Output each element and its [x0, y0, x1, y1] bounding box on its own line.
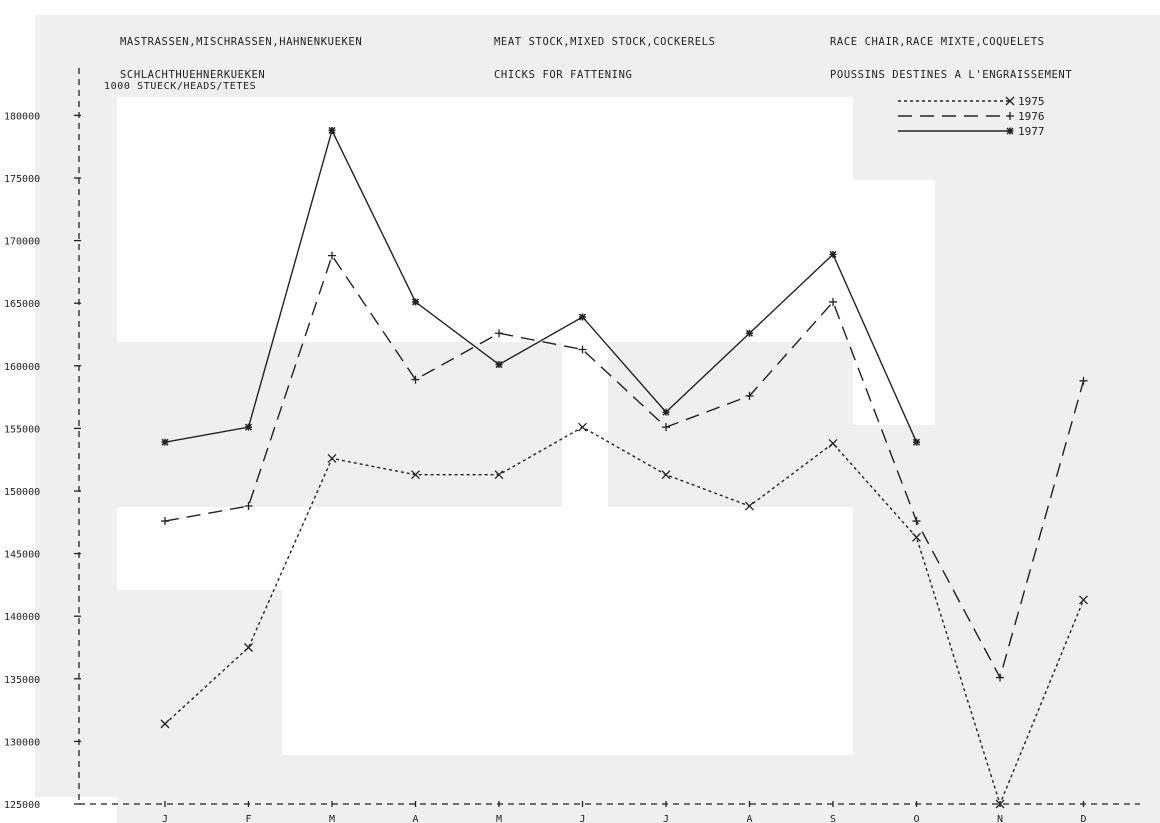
legend-marker-1977 — [1006, 127, 1014, 135]
x-tick-label: S — [830, 814, 836, 823]
data-point-1976 — [161, 517, 169, 526]
data-point-1976 — [244, 502, 253, 511]
data-point-1976 — [495, 329, 503, 338]
data-point-1975 — [327, 453, 337, 463]
data-point-1976 — [829, 297, 837, 306]
legend-label-1976: 1976 — [1018, 110, 1045, 123]
x-tick-label: A — [746, 814, 752, 823]
y-tick-label: 140000 — [4, 612, 40, 623]
background-block — [35, 97, 117, 797]
x-tick-label: J — [579, 814, 585, 823]
y-tick-label: 170000 — [4, 237, 40, 248]
header-french: RACE CHAIR,RACE MIXTE,COQUELETS POUSSINS… — [830, 15, 1072, 103]
y-tick-label: 155000 — [4, 424, 40, 435]
y-tick-label: 135000 — [4, 675, 40, 686]
data-point-1975 — [160, 719, 170, 729]
data-point-1976 — [411, 375, 420, 384]
background-block — [853, 425, 1160, 755]
y-tick-label: 165000 — [4, 299, 40, 310]
y-tick-label: 160000 — [4, 362, 40, 373]
data-point-1977 — [328, 126, 336, 134]
x-tick-label: A — [412, 814, 418, 823]
data-point-1976 — [662, 423, 670, 432]
header-english: MEAT STOCK,MIXED STOCK,COCKERELS CHICKS … — [494, 15, 716, 103]
data-point-1975 — [244, 643, 253, 652]
data-point-1975 — [912, 532, 921, 542]
y-tick-label: 175000 — [4, 174, 40, 185]
data-point-1975 — [494, 470, 504, 480]
x-tick-label: M — [329, 814, 335, 823]
data-point-1976 — [996, 673, 1004, 682]
data-point-1977 — [662, 408, 670, 416]
data-point-1976 — [1079, 376, 1088, 385]
x-tick-label: D — [1080, 814, 1086, 823]
x-tick-label: F — [245, 814, 251, 823]
x-tick-label: M — [496, 814, 502, 823]
data-point-1977 — [495, 361, 503, 369]
y-axis-unit-label: 1000 STUECK/HEADS/TETES — [104, 81, 257, 92]
header-french-line2: POUSSINS DESTINES A L'ENGRAISSEMENT — [830, 69, 1073, 81]
data-point-1977 — [244, 423, 253, 431]
legend-label-1977: 1977 — [1018, 125, 1045, 138]
header-german: MASTRASSEN,MISCHRASSEN,HAHNENKUEKEN SCHL… — [120, 15, 362, 103]
data-point-1975 — [1079, 595, 1088, 605]
x-tick-label: N — [997, 814, 1003, 823]
background-block — [853, 97, 1160, 180]
background-block — [117, 342, 562, 507]
data-point-1977 — [829, 250, 837, 258]
data-point-1976 — [745, 391, 754, 400]
data-point-1977 — [161, 438, 169, 446]
data-point-1976 — [328, 251, 336, 260]
data-point-1977 — [411, 298, 420, 306]
header-english-line2: CHICKS FOR FATTENING — [494, 69, 633, 81]
data-point-1977 — [745, 329, 754, 337]
y-tick-label: 150000 — [4, 487, 40, 498]
data-point-1977 — [912, 438, 921, 446]
background-block — [608, 342, 853, 507]
data-point-1976 — [578, 345, 587, 354]
legend-marker-1976 — [1006, 112, 1014, 120]
header-german-line1: MASTRASSEN,MISCHRASSEN,HAHNENKUEKEN — [120, 36, 363, 48]
series-line-1976 — [164, 254, 1085, 680]
data-point-1975 — [578, 422, 587, 432]
data-point-1975 — [745, 501, 754, 511]
header-french-line1: RACE CHAIR,RACE MIXTE,COQUELETS — [830, 36, 1045, 48]
y-tick-label: 145000 — [4, 550, 40, 561]
data-point-1975 — [411, 470, 420, 480]
x-tick-label: J — [663, 814, 669, 823]
y-tick-label: 125000 — [4, 800, 40, 811]
background-block — [117, 590, 282, 755]
y-tick-label: 180000 — [4, 111, 40, 122]
series-line-1977 — [164, 128, 918, 443]
data-point-1975 — [995, 799, 1005, 809]
series-line-1975 — [164, 426, 1085, 807]
background-block — [935, 180, 1160, 425]
x-tick-label: O — [913, 814, 919, 823]
data-point-1977 — [578, 313, 587, 321]
background-block — [35, 15, 1160, 97]
data-point-1975 — [661, 470, 671, 480]
header-english-line1: MEAT STOCK,MIXED STOCK,COCKERELS — [494, 36, 716, 48]
header-german-line2: SCHLACHTHUEHNERKUEKEN — [120, 69, 266, 81]
legend-marker-1975 — [1005, 96, 1015, 106]
data-point-1976 — [912, 517, 921, 526]
y-tick-label: 130000 — [4, 737, 40, 748]
data-point-1975 — [828, 438, 838, 448]
background-block — [117, 755, 1160, 823]
legend-label-1975: 1975 — [1018, 95, 1045, 108]
x-tick-label: J — [162, 814, 168, 823]
